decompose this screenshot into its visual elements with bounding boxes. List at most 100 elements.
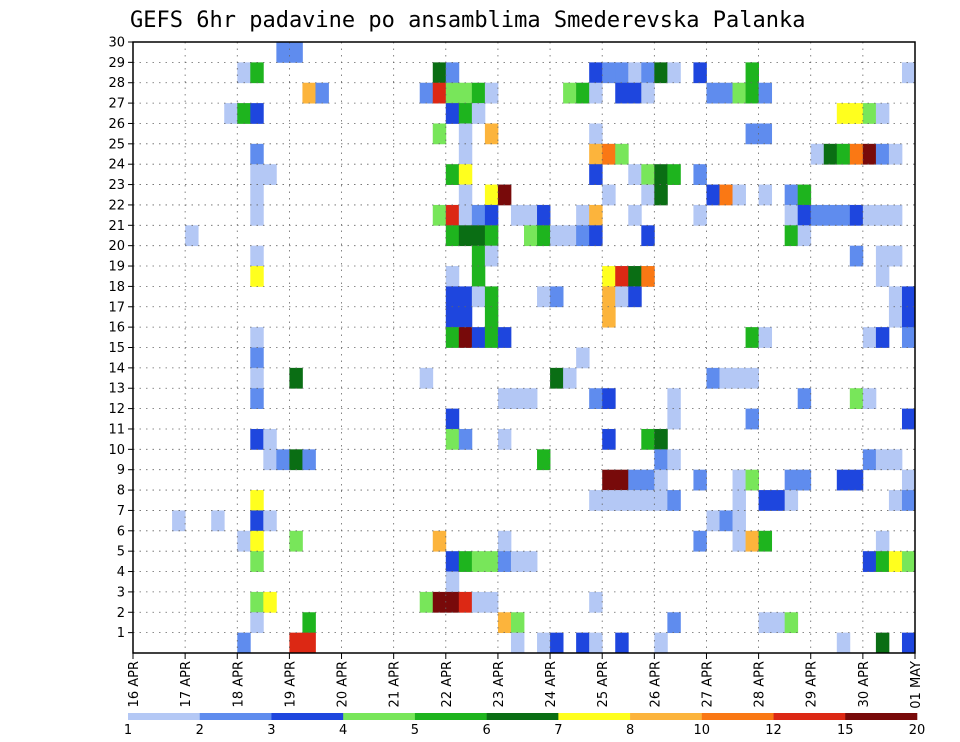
heatmap-cell xyxy=(458,184,473,206)
heatmap-cell xyxy=(484,286,499,308)
heatmap-cell xyxy=(250,327,264,348)
y-tick-label: 30 xyxy=(108,36,125,51)
legend-color-box xyxy=(128,713,201,720)
heatmap-cell xyxy=(445,225,460,247)
heatmap-cell xyxy=(302,449,316,471)
heatmap-cell xyxy=(589,225,603,247)
heatmap-cell xyxy=(732,184,746,206)
legend-color-box xyxy=(271,713,344,720)
heatmap-cell xyxy=(484,184,499,206)
heatmap-cell xyxy=(471,225,486,247)
heatmap-cell xyxy=(641,490,655,511)
heatmap-cell xyxy=(823,143,838,165)
x-tick-label: 16 APR xyxy=(127,661,142,707)
heatmap-cell xyxy=(563,82,577,104)
heatmap-cell xyxy=(745,62,759,84)
heatmap-cell xyxy=(758,123,773,145)
heatmap-cell xyxy=(471,551,486,572)
x-tick-label: 22 APR xyxy=(440,661,455,707)
heatmap-cell xyxy=(784,184,799,206)
y-tick-label: 24 xyxy=(108,158,125,173)
heatmap-cell xyxy=(849,388,864,409)
heatmap-cell xyxy=(901,286,916,308)
y-tick-label: 27 xyxy=(108,97,125,112)
x-tick-label: 18 APR xyxy=(231,661,246,707)
y-tick-label: 7 xyxy=(117,504,125,519)
heatmap-cell xyxy=(537,286,551,308)
heatmap-cell xyxy=(641,428,655,450)
heatmap-cell xyxy=(628,469,642,491)
heatmap-cell xyxy=(732,530,746,552)
heatmap-cell xyxy=(784,612,799,634)
x-tick-label: 24 APR xyxy=(544,661,559,707)
heatmap-cell xyxy=(263,164,277,185)
heatmap-cell xyxy=(797,388,812,409)
heatmap-cell xyxy=(667,490,681,511)
heatmap-cell xyxy=(432,591,447,613)
heatmap-cell xyxy=(732,469,746,491)
legend-label: 8 xyxy=(626,723,634,738)
heatmap-cell xyxy=(250,184,264,206)
heatmap-cell xyxy=(263,449,277,471)
legend-label: 7 xyxy=(554,723,562,738)
heatmap-cell xyxy=(458,143,473,165)
heatmap-cell xyxy=(719,367,733,389)
heatmap-cell xyxy=(432,62,447,84)
heatmap-cell xyxy=(289,449,303,471)
heatmap-cell xyxy=(315,82,329,104)
heatmap-cell xyxy=(471,266,486,287)
heatmap-cell xyxy=(484,82,499,104)
plot-frame xyxy=(132,41,916,654)
heatmap-cell xyxy=(628,164,642,185)
heatmap-cell xyxy=(458,428,473,450)
heatmap-cell xyxy=(589,143,603,165)
heatmap-cell xyxy=(484,327,499,348)
heatmap-cell xyxy=(589,164,603,185)
heatmap-cell xyxy=(445,408,460,430)
heatmap-cell xyxy=(589,632,603,654)
heatmap-cell xyxy=(497,428,512,450)
heatmap-cell xyxy=(589,204,603,226)
heatmap-cell xyxy=(706,367,720,389)
heatmap-cell xyxy=(875,266,890,287)
heatmap-cell xyxy=(484,306,499,328)
heatmap-cell xyxy=(250,388,264,409)
heatmap-cell xyxy=(471,245,486,267)
heatmap-cell xyxy=(510,204,525,226)
heatmap-cell xyxy=(875,449,890,471)
heatmap-cell xyxy=(484,123,499,145)
heatmap-cell xyxy=(432,204,447,226)
heatmap-cell xyxy=(445,62,460,84)
heatmap-cells xyxy=(172,42,916,654)
heatmap-cell xyxy=(719,510,733,532)
heatmap-cell xyxy=(641,62,655,84)
heatmap-cell xyxy=(602,266,616,287)
heatmap-cell xyxy=(458,286,473,308)
y-tick-label: 2 xyxy=(117,606,125,621)
y-tick-label: 29 xyxy=(108,56,125,71)
heatmap-cell xyxy=(589,82,603,104)
heatmap-cell xyxy=(888,143,903,165)
heatmap-cell xyxy=(888,490,903,511)
heatmap-cell xyxy=(497,551,512,572)
x-tick-label: 26 APR xyxy=(648,661,663,707)
heatmap-cell xyxy=(537,449,551,471)
heatmap-cell xyxy=(654,62,668,84)
heatmap-cell xyxy=(185,225,199,247)
heatmap-cell xyxy=(497,530,512,552)
heatmap-cell xyxy=(719,82,733,104)
heatmap-cell xyxy=(862,449,877,471)
heatmap-cell xyxy=(875,103,890,124)
heatmap-cell xyxy=(758,82,773,104)
heatmap-cell xyxy=(250,143,264,165)
heatmap-cell xyxy=(628,266,642,287)
heatmap-cell xyxy=(654,428,668,450)
heatmap-cell xyxy=(458,551,473,572)
heatmap-cell xyxy=(901,490,916,511)
heatmap-cell xyxy=(458,164,473,185)
heatmap-cell xyxy=(250,510,264,532)
heatmap-cell xyxy=(615,82,629,104)
heatmap-cell xyxy=(237,632,251,654)
heatmap-cell xyxy=(745,367,759,389)
heatmap-cell xyxy=(875,530,890,552)
